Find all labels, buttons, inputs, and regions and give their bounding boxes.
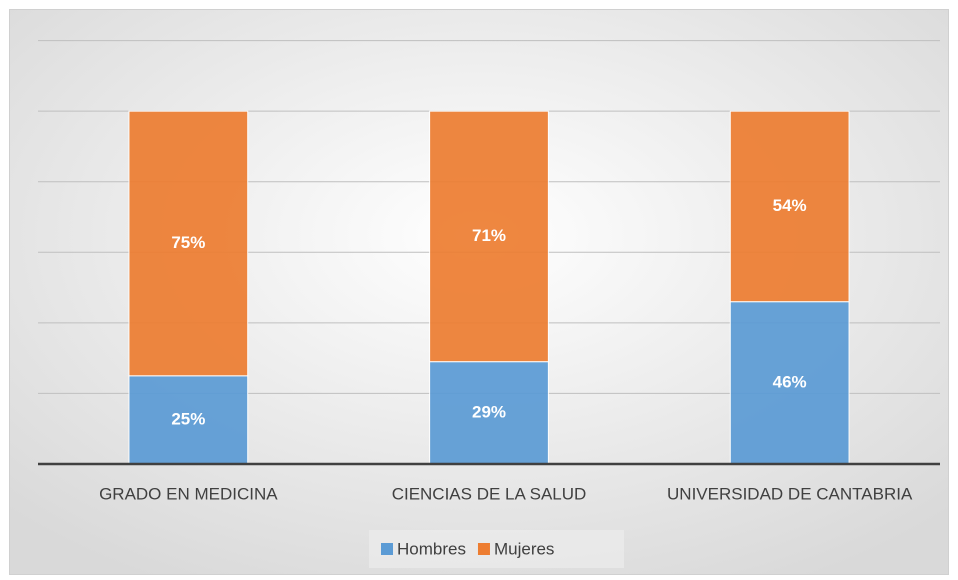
legend-label: Hombres [397, 539, 466, 558]
data-label: 75% [171, 233, 205, 252]
bar-segment [729, 301, 850, 465]
data-label: 29% [472, 402, 506, 421]
x-tick-label: GRADO EN MEDICINA [99, 484, 278, 503]
bar-segment [429, 361, 549, 465]
bar-segment [429, 110, 549, 363]
bar-segment [128, 375, 249, 465]
data-label: 71% [472, 226, 506, 245]
data-label: 54% [773, 196, 807, 215]
legend-swatch [477, 543, 490, 555]
data-label: 46% [773, 372, 807, 391]
bar-segment [729, 110, 850, 303]
legend-background [369, 530, 624, 568]
data-label: 25% [171, 409, 205, 428]
bar-segment [128, 110, 249, 377]
x-tick-label: CIENCIAS DE LA SALUD [392, 484, 587, 503]
legend-label: Mujeres [494, 539, 554, 558]
x-tick-label: UNIVERSIDAD DE CANTABRIA [667, 484, 913, 503]
legend-swatch [381, 543, 393, 555]
